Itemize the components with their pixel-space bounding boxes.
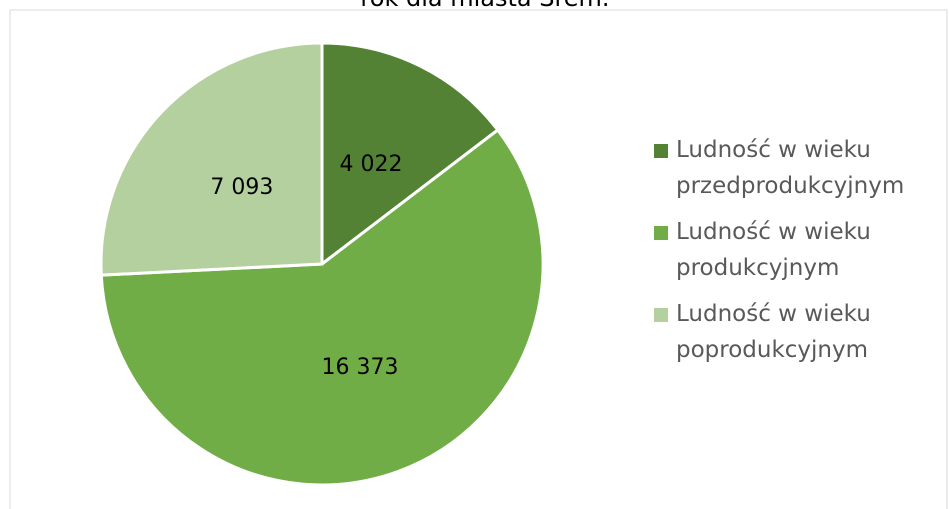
chart-border xyxy=(9,9,948,509)
data-label: 16 373 xyxy=(322,355,399,380)
legend-label: Ludność w wieku produkcyjnym xyxy=(676,219,871,281)
legend-swatch xyxy=(654,144,668,158)
pie-slice xyxy=(99,127,545,487)
data-label: 7 093 xyxy=(210,175,273,200)
data-label: 4 022 xyxy=(340,152,403,177)
pie-slice xyxy=(320,41,500,268)
legend-item: Ludność w wieku przedprodukcyjnym xyxy=(650,132,940,204)
legend-swatch xyxy=(654,308,668,322)
legend-label: Ludność w wieku przedprodukcyjnym xyxy=(676,137,905,199)
pie-slice xyxy=(99,41,324,277)
legend-item: Ludność w wieku produkcyjnym xyxy=(650,214,940,286)
legend: Ludność w wieku przedprodukcyjnym Ludność… xyxy=(650,132,940,378)
legend-label: Ludność w wieku poprodukcyjnym xyxy=(676,301,871,363)
legend-swatch xyxy=(654,226,668,240)
legend-item: Ludność w wieku poprodukcyjnym xyxy=(650,296,940,368)
chart-title: rok dla miasta Śrem. xyxy=(360,0,609,12)
